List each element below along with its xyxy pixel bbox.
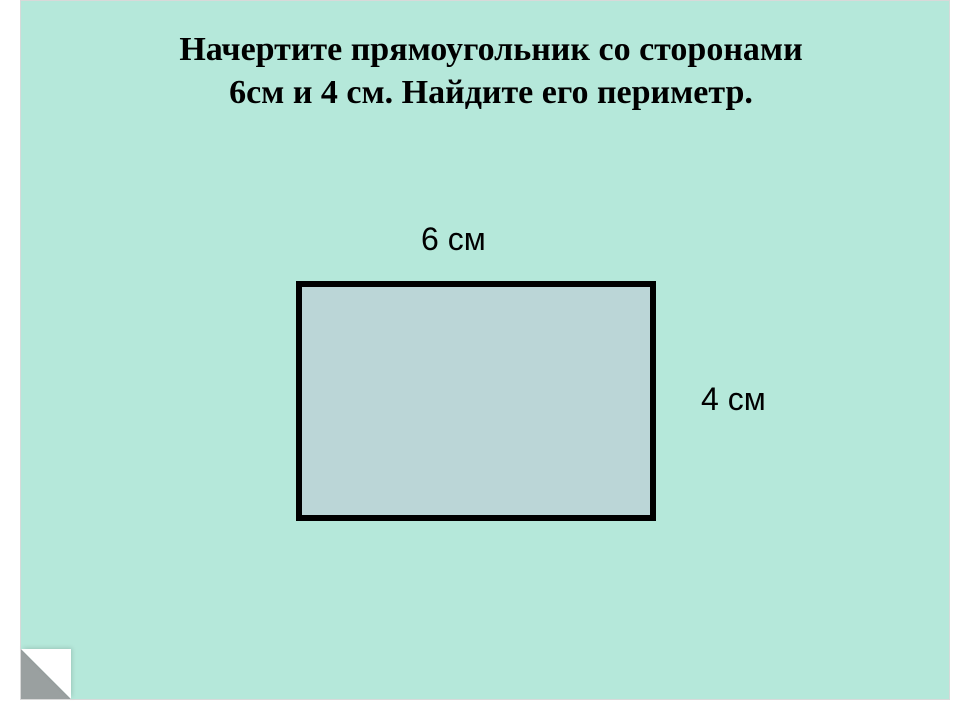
- height-dimension-label: 4 см: [701, 381, 766, 418]
- rectangle-shape: [296, 281, 656, 521]
- task-title: Начертите прямоугольник со сторонами 6см…: [61, 29, 921, 114]
- width-dimension-label: 6 см: [421, 221, 486, 258]
- stage: Начертите прямоугольник со сторонами 6см…: [0, 0, 960, 720]
- slide-background: Начертите прямоугольник со сторонами 6см…: [20, 0, 950, 700]
